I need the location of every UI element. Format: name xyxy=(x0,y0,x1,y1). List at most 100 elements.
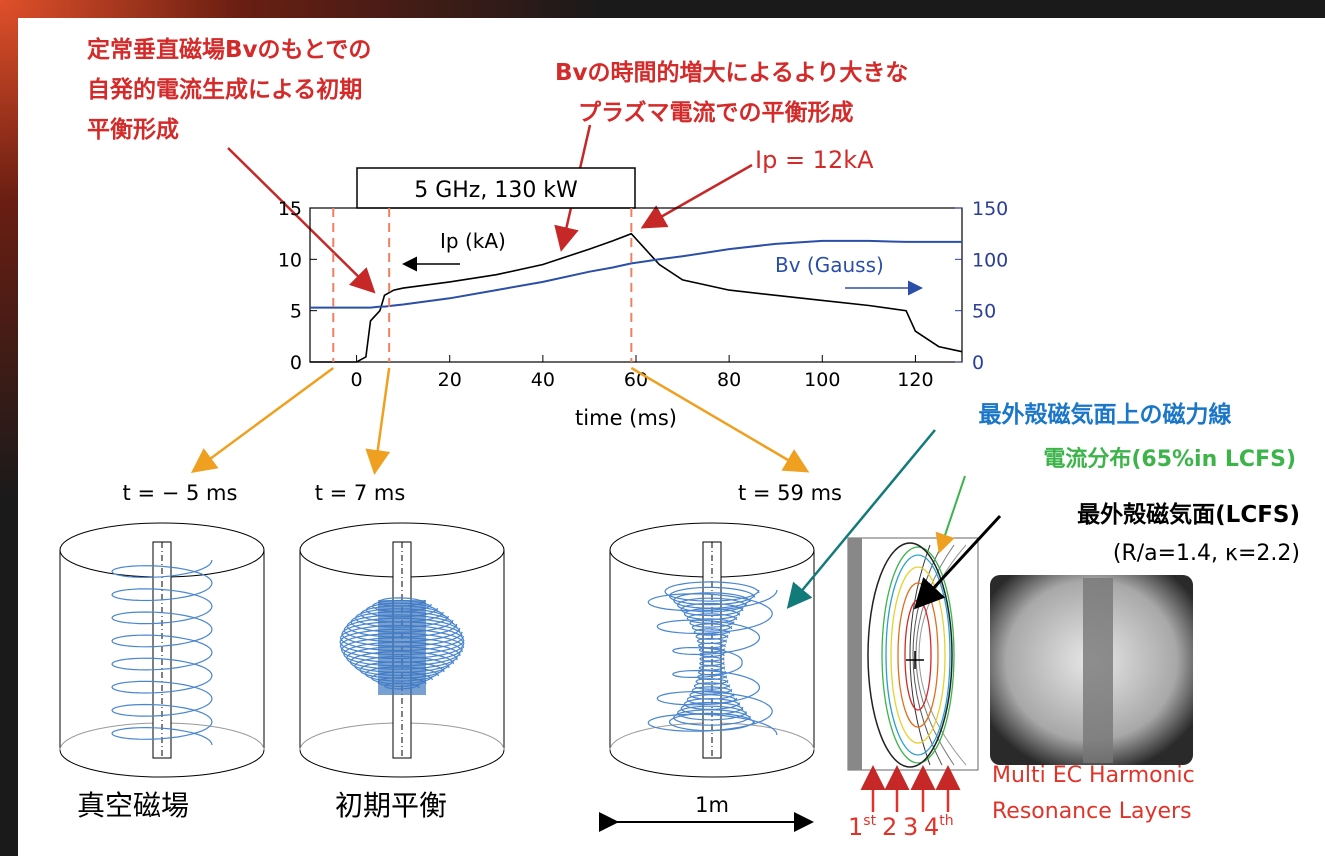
y2-tick-label: 50 xyxy=(972,301,996,323)
time-label: t = − 5 ms xyxy=(123,481,238,505)
legend-label: Bv (Gauss) xyxy=(775,253,884,277)
field-line xyxy=(668,586,756,606)
scale-label: 1m xyxy=(695,793,729,817)
x-tick-label: 40 xyxy=(531,369,555,391)
flux-contour xyxy=(909,544,931,766)
flux-surface xyxy=(881,546,955,764)
field-line xyxy=(698,647,726,653)
field-line xyxy=(695,633,729,640)
arrow xyxy=(640,163,753,229)
harmonic-label: 2 xyxy=(882,813,897,841)
field-line xyxy=(346,646,458,670)
diagrams: 1st 2 3 4th xyxy=(59,429,1193,841)
field-line xyxy=(696,637,728,645)
annotations: 定常垂直磁場Bvのもとでの 自発的電流生成による初期 平衡形成 Bvの時間的増大… xyxy=(87,36,908,294)
time-arrow xyxy=(190,366,335,473)
initial-label: 初期平衡 xyxy=(335,789,447,822)
field-line xyxy=(680,602,744,617)
x-tick-label: 0 xyxy=(351,369,363,391)
x-tick-label: 100 xyxy=(804,369,840,391)
flux-surface xyxy=(890,566,946,744)
field-line xyxy=(699,660,725,667)
field-line xyxy=(698,665,726,671)
field-line xyxy=(673,592,751,609)
lcfs-params: (R/a=1.4, κ=2.2) xyxy=(1113,541,1300,566)
y-tick-label: 0 xyxy=(290,352,302,374)
field-line xyxy=(696,673,728,681)
note-line: 平衡形成 xyxy=(87,116,179,143)
field-line xyxy=(693,682,731,690)
field-line xyxy=(686,613,738,624)
harmonic-suffix: st xyxy=(863,813,876,829)
field-line xyxy=(691,686,733,695)
harmonic-number: 2 xyxy=(882,813,897,841)
current-arrow xyxy=(935,475,966,554)
field-line xyxy=(699,651,725,658)
harmonic-label: 4th xyxy=(924,813,954,841)
flux-surface xyxy=(885,554,951,756)
y-tick-label: 10 xyxy=(278,249,302,271)
field-line xyxy=(697,669,726,676)
series-line xyxy=(310,232,963,363)
field-line-label: 最外殻磁気面上の磁力線 xyxy=(979,401,1232,428)
harmonic-suffix: th xyxy=(939,813,953,829)
harmonic-label: 1st xyxy=(848,813,877,841)
current-core xyxy=(378,600,426,695)
x-tick-label: 20 xyxy=(438,369,462,391)
field-line xyxy=(647,589,778,736)
field-line xyxy=(343,641,461,667)
field-line xyxy=(680,701,744,716)
harmonic-number: 4 xyxy=(924,813,939,841)
x-axis-label: time (ms) xyxy=(575,406,677,430)
condition-box xyxy=(356,167,636,209)
time-label: t = 59 ms xyxy=(738,481,842,505)
note-line: 自発的電流生成による初期 xyxy=(87,76,362,103)
cylinder-body xyxy=(609,550,815,778)
lcfs-arrow xyxy=(913,514,1002,610)
arrow xyxy=(227,147,376,294)
vacuum-label: 真空磁場 xyxy=(77,789,189,822)
x-tick-label: 120 xyxy=(897,369,933,391)
harmonic-label: 3 xyxy=(903,813,918,841)
flux-contour xyxy=(912,544,943,766)
y2-tick-label: 0 xyxy=(972,352,984,374)
lcfs xyxy=(867,542,953,768)
note-line: Bvの時間的増大によるより大きな xyxy=(555,59,908,86)
time-arrow xyxy=(365,367,391,475)
field-line xyxy=(699,656,725,662)
field-line xyxy=(668,712,756,732)
time-arrow xyxy=(630,366,810,473)
field-line xyxy=(683,698,741,710)
current-label: 電流分布(65%in LCFS) xyxy=(1043,446,1296,472)
flux-contour xyxy=(918,544,967,766)
field-line xyxy=(689,690,735,700)
note-line: 定常垂直磁場Bvのもとでの xyxy=(87,36,371,63)
harmonic-number: 3 xyxy=(903,813,918,841)
y2-tick-label: 100 xyxy=(972,249,1008,271)
y-tick-label: 15 xyxy=(278,198,302,220)
field-line-arrow xyxy=(786,429,936,609)
field-line xyxy=(697,642,726,649)
wall xyxy=(848,538,862,770)
x-tick-label: 60 xyxy=(624,369,648,391)
photo-post xyxy=(1083,578,1113,763)
field-line xyxy=(339,632,465,660)
field-line xyxy=(664,581,760,602)
resonance-label: Resonance Layers xyxy=(992,799,1192,824)
field-line xyxy=(689,618,735,628)
time-label: t = 7 ms xyxy=(315,481,406,505)
lcfs-label: 最外殻磁気面(LCFS) xyxy=(1077,501,1300,528)
series-line xyxy=(310,239,962,309)
resonance-label: Multi EC Harmonic xyxy=(992,763,1195,788)
harmonic-number: 1 xyxy=(848,813,863,841)
condition-label: 5 GHz, 130 kW xyxy=(414,178,578,203)
x-tick-label: 80 xyxy=(717,369,741,391)
field-line xyxy=(673,709,751,726)
field-line xyxy=(683,608,741,620)
field-line xyxy=(676,705,747,721)
legend-label: Ip (kA) xyxy=(440,229,506,253)
field-line xyxy=(339,628,465,656)
